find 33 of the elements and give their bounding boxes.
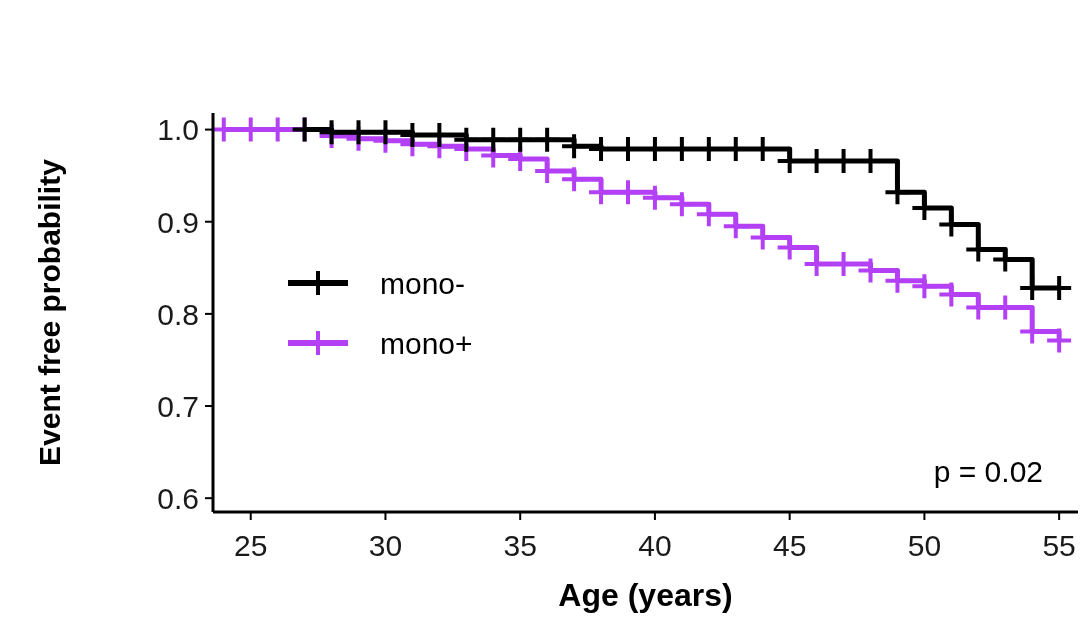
annotation: p = 0.02 [933,455,1043,488]
point [912,274,937,299]
y-axis-title: Event free probability [33,158,66,466]
point [696,202,721,227]
point [1047,328,1072,353]
legend-label: mono+ [380,326,473,360]
y-tick-label: 0.7 [157,389,199,423]
y-tick-label: 0.6 [157,481,199,515]
point [615,180,640,205]
point [562,134,587,159]
point [642,185,667,210]
x-tick-label: 35 [503,529,537,562]
x-axis-title: Age (years) [558,577,733,613]
x-tick-label: 50 [907,529,942,562]
y-tick-label: 1.0 [157,113,199,147]
y-tick-label: 0.9 [157,205,199,239]
x-tick-label: 55 [1042,529,1076,562]
x-tick-label: 25 [234,529,268,562]
point [508,127,533,152]
point [535,127,560,152]
point [346,120,371,145]
point [454,127,479,152]
point [723,214,748,239]
x-tick-label: 30 [368,529,403,562]
x-tick-label: 45 [772,529,807,562]
legend-label: mono- [380,266,466,300]
point [373,120,398,145]
x-tick-label: 40 [638,529,672,562]
point [885,268,910,293]
point [481,127,506,152]
point [562,167,587,192]
point [669,192,694,217]
y-tick-label: 0.8 [157,297,199,331]
